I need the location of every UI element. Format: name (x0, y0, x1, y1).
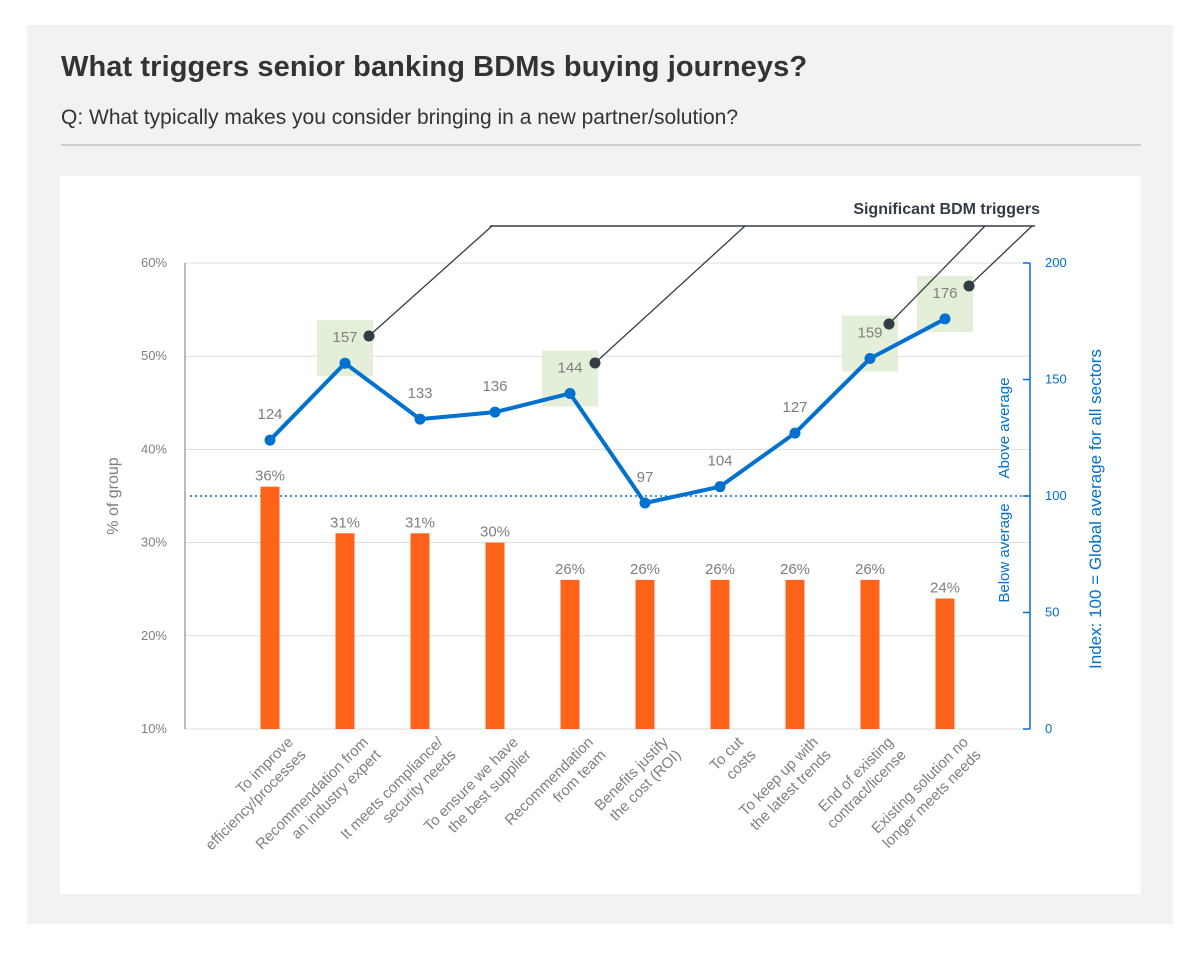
bar-value-label: 26% (555, 561, 585, 578)
divider (61, 144, 1141, 146)
callout-leader (968, 225, 1033, 287)
callout-leader (888, 225, 986, 325)
index-point (489, 406, 501, 418)
y-left-tick-label: 40% (141, 441, 167, 456)
index-value-label: 104 (707, 453, 732, 470)
y-right-tick-label: 150 (1045, 372, 1067, 387)
index-point (789, 427, 801, 439)
index-point (864, 353, 876, 365)
callout-dot (963, 280, 975, 292)
index-value-label: 157 (332, 329, 357, 346)
category-label: To improveefficiency/processes (189, 734, 309, 854)
index-point (339, 357, 351, 369)
bar-value-label: 36% (255, 468, 285, 485)
index-point (639, 497, 651, 509)
y-left-tick-label: 10% (141, 721, 167, 736)
bar (710, 579, 730, 729)
index-point (714, 481, 726, 493)
index-value-label: 124 (257, 406, 282, 423)
bar-value-label: 26% (780, 561, 810, 578)
index-value-label: 97 (637, 469, 654, 486)
bar-value-label: 30% (480, 524, 510, 541)
index-value-label: 127 (782, 399, 807, 416)
callout-dot (883, 318, 895, 330)
index-point (264, 434, 276, 446)
index-point (939, 313, 951, 325)
index-point (414, 413, 426, 425)
below-average-label: Below average (996, 503, 1013, 602)
callout-leader (368, 225, 493, 337)
category-label: Benefits justifythe cost (ROI) (591, 733, 684, 826)
bar (410, 533, 430, 729)
combo-chart: 10% 20% 30% 40% 50% 60% % of group 0 50 100 150 200… (105, 201, 1105, 854)
y-right-axis-label: Index: 100 = Global average for all sect… (1086, 349, 1105, 669)
y-right-tick-label: 0 (1045, 721, 1052, 736)
y-left-axis-label: % of group (105, 457, 122, 534)
callout-dot (589, 357, 601, 369)
callout-title: Significant BDM triggers (853, 201, 1040, 218)
callout-leader (594, 225, 746, 364)
callout-dot (363, 330, 375, 342)
index-value-label: 159 (857, 325, 882, 342)
y-right-tick-label: 100 (1045, 488, 1067, 503)
bar (860, 579, 880, 729)
y-left-tick-label: 50% (141, 348, 167, 363)
index-value-label: 136 (482, 378, 507, 395)
y-left-tick-label: 60% (141, 255, 167, 270)
y-right-tick-label: 50 (1045, 605, 1059, 620)
index-line (268, 317, 946, 505)
bar-value-label: 26% (855, 561, 885, 578)
category-label: To cutcosts (707, 733, 761, 787)
above-average-label: Above average (996, 378, 1013, 479)
bar (260, 486, 280, 729)
bar (935, 598, 955, 729)
bar (785, 579, 805, 729)
bar-value-label: 31% (405, 514, 435, 531)
y-left-tick-label: 30% (141, 535, 167, 550)
bar-value-label: 24% (930, 580, 960, 597)
index-value-label: 176 (932, 285, 957, 302)
chart-panel: 10% 20% 30% 40% 50% 60% % of group 0 50 100 150 200… (60, 176, 1141, 894)
page-title: What triggers senior banking BDMs buying… (61, 51, 808, 83)
bar (335, 533, 355, 729)
bar (485, 542, 505, 729)
bar (560, 579, 580, 729)
index-value-label: 133 (407, 385, 432, 402)
bar (635, 579, 655, 729)
page-subtitle: Q: What typically makes you consider bri… (61, 106, 739, 129)
index-point (564, 387, 576, 399)
y-right-tick-label: 200 (1045, 255, 1067, 270)
y-left-tick-label: 20% (141, 628, 167, 643)
bar-value-label: 26% (630, 561, 660, 578)
index-value-label: 144 (557, 359, 582, 376)
bar-value-label: 26% (705, 561, 735, 578)
bar-value-label: 31% (330, 514, 360, 531)
